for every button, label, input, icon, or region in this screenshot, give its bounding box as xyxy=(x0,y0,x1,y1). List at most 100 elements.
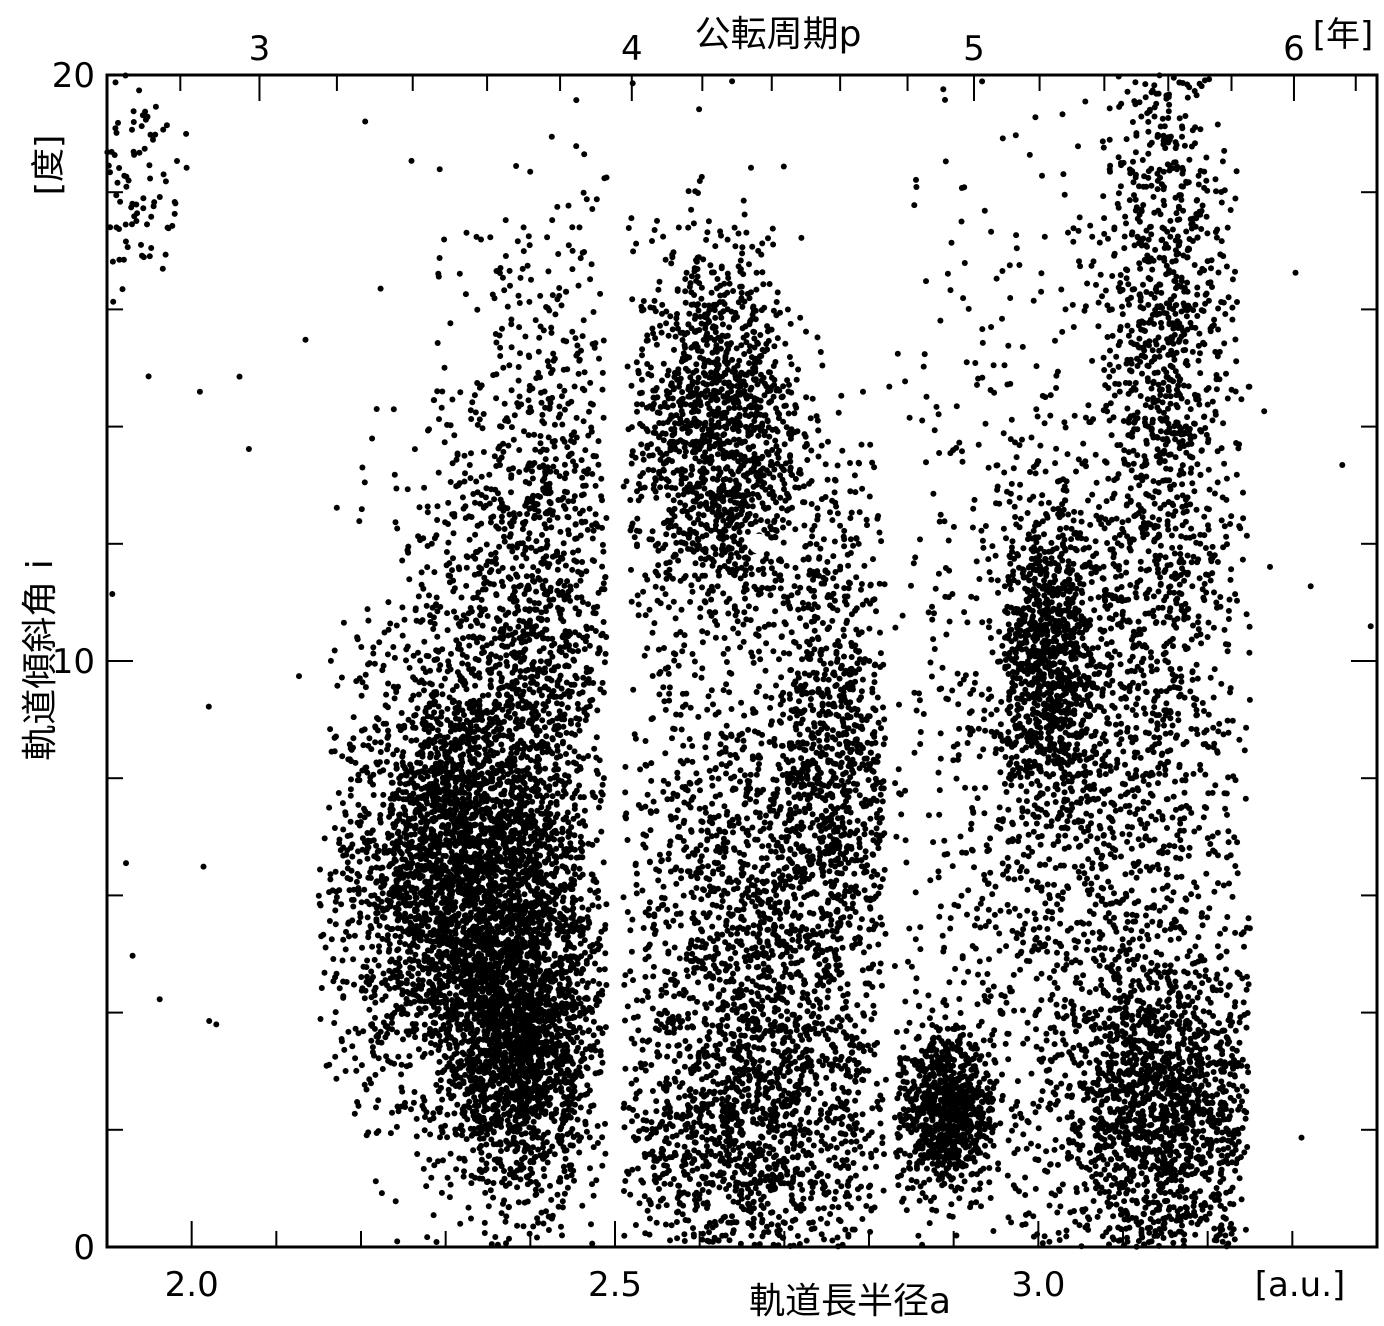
data-point xyxy=(546,1084,553,1091)
data-point xyxy=(321,969,328,976)
data-point xyxy=(575,995,582,1002)
data-point xyxy=(347,832,354,839)
data-point xyxy=(549,736,556,743)
data-point xyxy=(437,952,444,959)
data-point xyxy=(428,1013,434,1019)
data-point xyxy=(464,1102,471,1109)
data-point xyxy=(498,741,505,748)
data-point xyxy=(468,1215,474,1222)
data-point xyxy=(468,984,475,991)
data-point xyxy=(395,683,401,690)
data-point xyxy=(339,800,346,807)
data-point xyxy=(595,903,602,910)
data-point xyxy=(481,1108,487,1115)
data-point xyxy=(370,650,377,657)
data-point xyxy=(341,1046,348,1053)
data-point xyxy=(338,1036,345,1042)
data-point xyxy=(563,1173,570,1180)
data-point xyxy=(401,918,408,924)
data-point xyxy=(540,1166,547,1172)
data-point xyxy=(443,998,450,1005)
data-point xyxy=(539,1051,545,1058)
data-point xyxy=(454,1101,461,1108)
data-point xyxy=(381,849,388,856)
data-point xyxy=(503,1213,510,1220)
data-point xyxy=(570,1134,577,1140)
data-point xyxy=(602,1024,609,1031)
data-point xyxy=(571,920,577,927)
data-point xyxy=(398,1004,405,1011)
data-point xyxy=(372,1178,379,1185)
data-point xyxy=(394,830,401,837)
data-point xyxy=(547,799,554,806)
data-point xyxy=(402,856,409,863)
data-point xyxy=(460,733,467,740)
data-point xyxy=(529,944,536,951)
data-point xyxy=(476,1135,483,1142)
data-point xyxy=(389,860,396,867)
data-point xyxy=(530,1118,537,1125)
data-point xyxy=(524,928,531,935)
data-point xyxy=(358,644,365,650)
data-point xyxy=(400,896,407,903)
data-point xyxy=(540,1144,546,1151)
data-point xyxy=(383,758,390,765)
data-point xyxy=(342,811,349,818)
data-point xyxy=(520,1103,527,1110)
data-point xyxy=(428,1040,434,1047)
data-point xyxy=(458,830,465,837)
data-point xyxy=(438,404,445,411)
data-point xyxy=(444,717,451,723)
data-point xyxy=(581,646,588,653)
data-point xyxy=(495,1159,501,1166)
data-point xyxy=(506,1003,513,1010)
data-point xyxy=(377,1028,384,1035)
data-point xyxy=(336,985,343,992)
data-point xyxy=(395,1108,402,1115)
data-point xyxy=(347,844,354,851)
data-point xyxy=(458,768,465,775)
data-point xyxy=(496,1073,503,1080)
data-point xyxy=(435,752,442,758)
data-point xyxy=(422,892,429,899)
data-point xyxy=(543,1208,549,1215)
data-point xyxy=(402,734,409,741)
data-point xyxy=(464,661,471,668)
data-point xyxy=(435,1088,442,1095)
data-point xyxy=(564,1131,571,1138)
data-point xyxy=(510,974,517,981)
data-point xyxy=(413,1115,420,1122)
data-point xyxy=(463,686,470,693)
data-point xyxy=(359,944,365,951)
data-point xyxy=(364,914,371,921)
data-point xyxy=(339,753,346,760)
data-point xyxy=(387,772,394,778)
data-point xyxy=(356,919,363,926)
data-point xyxy=(445,782,452,789)
data-point xyxy=(563,729,570,736)
data-point xyxy=(478,1156,485,1163)
data-point xyxy=(559,1232,565,1239)
data-point xyxy=(405,1031,412,1038)
data-point xyxy=(394,1238,401,1245)
data-point xyxy=(558,1124,565,1131)
data-point xyxy=(540,1155,547,1161)
data-point xyxy=(435,883,441,890)
data-point xyxy=(386,941,393,948)
data-point xyxy=(450,697,457,704)
data-point xyxy=(475,950,482,957)
data-point xyxy=(456,270,463,277)
data-point xyxy=(355,771,362,778)
data-point xyxy=(508,832,515,839)
data-point xyxy=(376,943,382,950)
data-point xyxy=(376,948,383,955)
data-point xyxy=(407,864,414,871)
data-point xyxy=(501,1197,508,1204)
data-point xyxy=(344,865,351,872)
data-point xyxy=(415,691,422,698)
data-point xyxy=(430,828,436,835)
data-point xyxy=(466,952,473,959)
data-point xyxy=(601,966,608,973)
data-point xyxy=(529,798,536,805)
data-point xyxy=(459,494,466,501)
